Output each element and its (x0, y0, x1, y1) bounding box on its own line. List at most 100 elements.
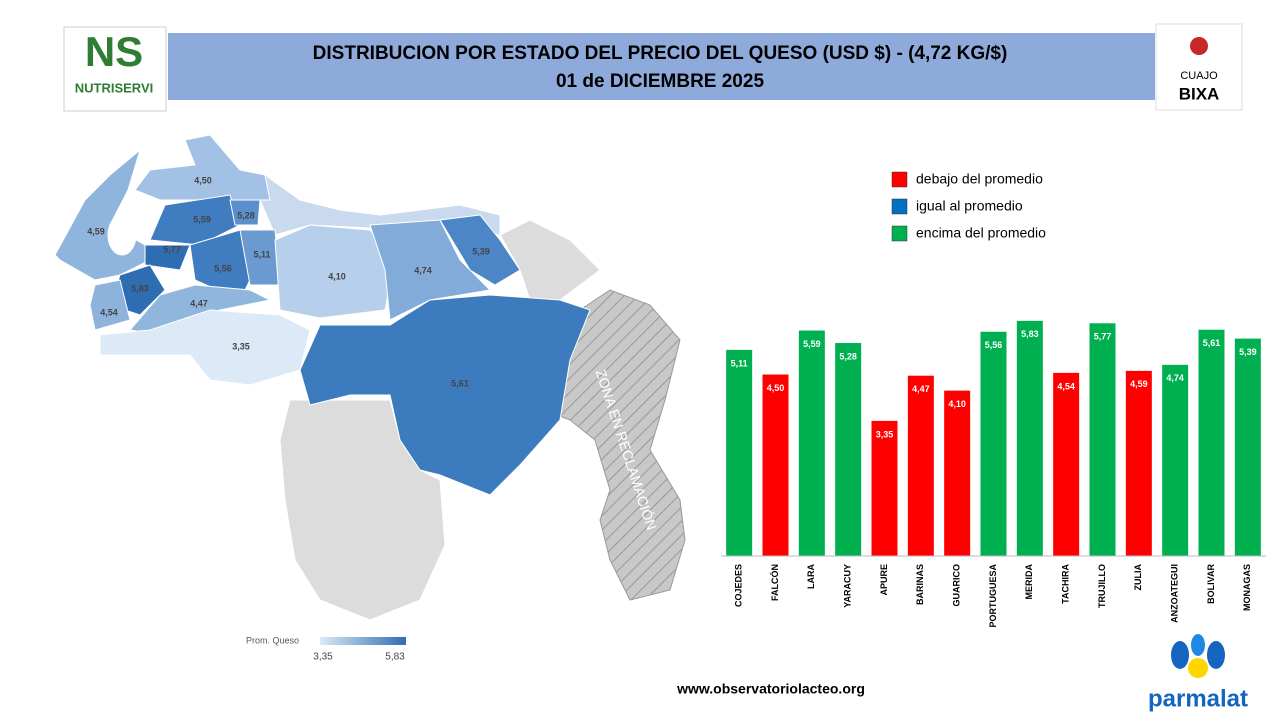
value-label: 4,47 (912, 384, 930, 394)
legend: debajo del promedio igual al promedio enci… (891, 171, 1046, 242)
scale-min: 3,35 (313, 652, 333, 663)
subtitle: 01 de DICIEMBRE 2025 (556, 71, 764, 92)
header-band (168, 33, 1155, 100)
value-label: 5,28 (839, 351, 857, 361)
map-label: 5,61 (451, 378, 469, 388)
lake (107, 214, 137, 256)
bar (980, 331, 1007, 556)
logo-text: BIXA (1179, 84, 1220, 103)
legend-label: encima del promedio (916, 225, 1046, 241)
bar (1162, 364, 1189, 556)
region (279, 399, 446, 621)
bar (1089, 323, 1116, 556)
value-label: 4,10 (948, 399, 966, 409)
bar (1016, 320, 1043, 556)
bar (798, 330, 825, 556)
x-tick-label: BARINAS (915, 564, 925, 605)
logo-icon (1191, 634, 1205, 656)
logo-text: CUAJO (1180, 70, 1218, 82)
map-label: 5,77 (163, 244, 181, 254)
legend-swatch (891, 198, 908, 215)
x-tick-label: ANZOATEGUI (1170, 564, 1180, 623)
map-label: 5,39 (472, 246, 490, 256)
legend-label: debajo del promedio (916, 171, 1043, 187)
bar (835, 343, 862, 556)
logo-icon (1171, 641, 1189, 669)
region (229, 199, 261, 226)
x-tick-label: COJEDES (734, 564, 744, 607)
legend-label: igual al promedio (916, 198, 1023, 214)
bar (1198, 329, 1225, 556)
region (129, 284, 272, 336)
map-label: 4,54 (100, 307, 118, 317)
bar (1053, 372, 1080, 556)
region (439, 214, 521, 286)
logo-text: parmalat (1148, 685, 1248, 712)
region (499, 219, 601, 301)
region (189, 229, 256, 301)
map-label: 5,56 (214, 263, 232, 273)
value-label: 5,11 (731, 358, 748, 368)
color-scale (320, 637, 406, 645)
region (89, 279, 131, 331)
value-label: 4,50 (767, 383, 785, 393)
map-label: 5,83 (131, 283, 149, 293)
scale-title: Prom. Queso (246, 635, 299, 645)
map-label: 5,28 (237, 210, 255, 220)
bar (944, 390, 971, 556)
x-tick-label: GUARICO (952, 564, 962, 607)
value-label: 4,59 (1130, 379, 1148, 389)
map-label: 3,35 (232, 341, 250, 351)
region (54, 148, 151, 281)
map-label: 5,11 (253, 249, 270, 259)
legend-swatch (891, 171, 908, 188)
region (149, 194, 241, 246)
value-label: 4,74 (1166, 373, 1184, 383)
map-label: 4,74 (414, 265, 432, 275)
x-tick-label: TACHIRA (1061, 564, 1071, 604)
logo-icon (1207, 641, 1225, 669)
region (99, 309, 311, 386)
bar (1234, 338, 1261, 556)
logo-icon (1190, 37, 1208, 55)
bar (907, 375, 934, 556)
footer-url: www.observatoriolacteo.org (676, 681, 865, 697)
region (369, 219, 492, 321)
bar-chart: 5,11 COJEDES 4,50 FALCÓN 5,59 LARA 5,28 YARACUY… (721, 320, 1266, 628)
x-tick-label: APURE (879, 564, 889, 596)
logo-box (63, 26, 167, 112)
region (144, 244, 191, 271)
map-label: 4,47 (190, 298, 208, 308)
x-tick-label: MONAGAS (1242, 564, 1252, 611)
logo-mark: NS (85, 28, 143, 75)
x-tick-label: ZULIA (1133, 564, 1143, 591)
title: DISTRIBUCION POR ESTADO DEL PRECIO DEL Q… (313, 43, 1008, 64)
region (299, 294, 591, 496)
map (54, 134, 686, 621)
x-tick-label: YARACUY (843, 564, 853, 608)
bar (1125, 370, 1152, 556)
map-label: 4,10 (328, 271, 346, 281)
value-label: 5,59 (803, 339, 821, 349)
x-tick-label: LARA (806, 564, 816, 589)
scale-max: 5,83 (385, 652, 405, 663)
parmalat-logo: parmalat (1148, 634, 1248, 712)
bar (871, 420, 898, 556)
x-tick-label: MERIDA (1024, 564, 1034, 600)
region (544, 289, 686, 601)
legend-swatch (891, 225, 908, 242)
x-tick-label: PORTUGUESA (988, 564, 998, 628)
map-label: 4,50 (194, 175, 212, 185)
value-label: 5,61 (1203, 338, 1221, 348)
value-label: 5,39 (1239, 347, 1257, 357)
map-label: 5,59 (193, 214, 211, 224)
logo-icon (1188, 658, 1208, 678)
logo-name: NUTRISERVI (75, 80, 154, 95)
x-tick-label: BOLIVAR (1206, 564, 1216, 604)
region (134, 134, 271, 201)
value-label: 5,83 (1021, 329, 1039, 339)
map-label: 4,59 (87, 226, 105, 236)
bar (762, 374, 789, 556)
